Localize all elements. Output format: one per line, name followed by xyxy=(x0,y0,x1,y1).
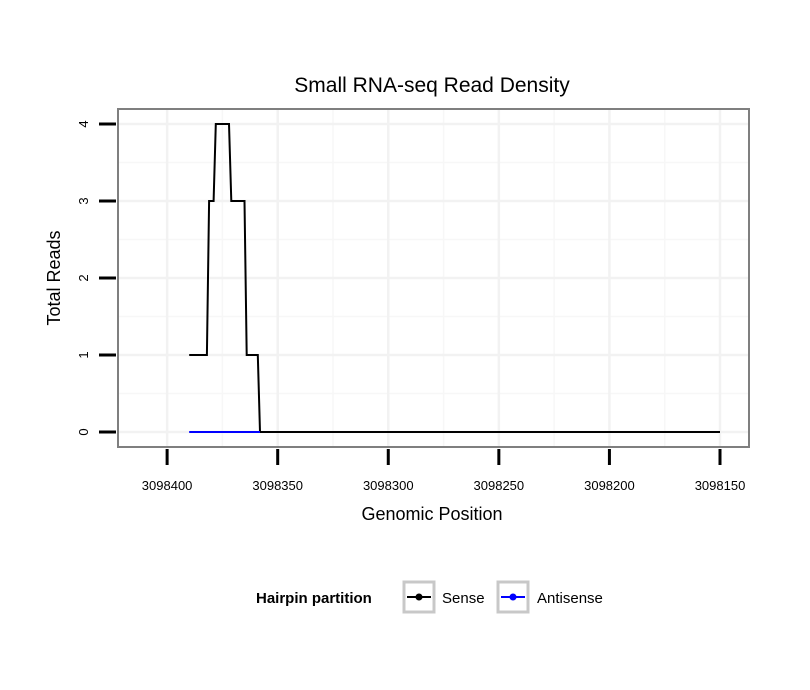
chart-title: Small RNA-seq Read Density xyxy=(294,74,570,97)
y-tick-label: 1 xyxy=(76,351,91,358)
x-axis-title: Genomic Position xyxy=(361,504,502,524)
y-tick-label: 4 xyxy=(76,120,91,127)
x-axis: 3098400 3098350 3098300 3098250 3098200 30981… xyxy=(142,449,746,493)
x-tick-label: 3098350 xyxy=(252,478,303,493)
y-tick-label: 0 xyxy=(76,428,91,435)
x-tick-label: 3098300 xyxy=(363,478,414,493)
x-tick-label: 3098200 xyxy=(584,478,635,493)
legend-title: Hairpin partition xyxy=(256,590,372,607)
series-layer xyxy=(189,123,720,433)
x-tick-label: 3098400 xyxy=(142,478,193,493)
y-tick-label: 2 xyxy=(76,274,91,281)
x-tick-label: 3098150 xyxy=(695,478,746,493)
legend: Hairpin partition Sense Antisense xyxy=(256,580,603,614)
y-axis-title: Total Reads xyxy=(44,230,64,325)
legend-key-sense-point xyxy=(415,593,423,601)
legend-item-antisense: Antisense xyxy=(496,580,603,614)
legend-key-antisense-point xyxy=(509,593,517,601)
legend-label-antisense: Antisense xyxy=(537,590,603,607)
y-axis: 0 1 2 3 4 xyxy=(76,120,116,436)
legend-label-sense: Sense xyxy=(442,590,485,607)
y-tick-label: 3 xyxy=(76,197,91,204)
plot-panel-border xyxy=(117,108,750,448)
x-tick-label: 3098250 xyxy=(474,478,525,493)
legend-item-sense: Sense xyxy=(402,580,485,614)
